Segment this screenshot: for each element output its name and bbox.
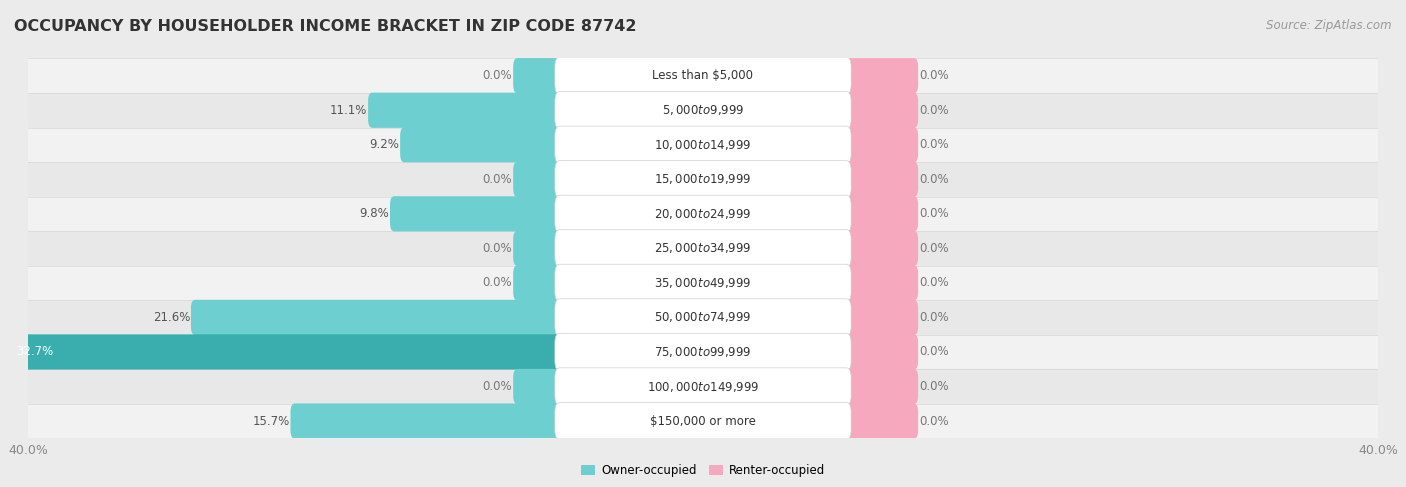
Text: $75,000 to $99,999: $75,000 to $99,999 <box>654 345 752 359</box>
FancyBboxPatch shape <box>513 162 564 197</box>
Text: $20,000 to $24,999: $20,000 to $24,999 <box>654 207 752 221</box>
Text: 0.0%: 0.0% <box>920 69 949 82</box>
Bar <box>28 93 1378 128</box>
Text: 0.0%: 0.0% <box>920 173 949 186</box>
Text: 32.7%: 32.7% <box>17 345 53 358</box>
FancyBboxPatch shape <box>555 402 851 440</box>
Text: 0.0%: 0.0% <box>482 380 512 393</box>
Text: 0.0%: 0.0% <box>920 277 949 289</box>
FancyBboxPatch shape <box>368 93 564 128</box>
Legend: Owner-occupied, Renter-occupied: Owner-occupied, Renter-occupied <box>576 459 830 482</box>
FancyBboxPatch shape <box>555 333 851 371</box>
FancyBboxPatch shape <box>842 93 918 128</box>
FancyBboxPatch shape <box>842 265 918 300</box>
FancyBboxPatch shape <box>555 92 851 129</box>
Text: 0.0%: 0.0% <box>920 104 949 117</box>
FancyBboxPatch shape <box>513 265 564 300</box>
Text: $150,000 or more: $150,000 or more <box>650 414 756 428</box>
FancyBboxPatch shape <box>842 369 918 404</box>
FancyBboxPatch shape <box>842 162 918 197</box>
Bar <box>28 404 1378 438</box>
Text: 0.0%: 0.0% <box>482 69 512 82</box>
FancyBboxPatch shape <box>842 196 918 231</box>
Text: 0.0%: 0.0% <box>920 380 949 393</box>
Bar <box>28 369 1378 404</box>
Text: 0.0%: 0.0% <box>920 242 949 255</box>
Text: $15,000 to $19,999: $15,000 to $19,999 <box>654 172 752 187</box>
Text: 0.0%: 0.0% <box>920 414 949 428</box>
Text: $100,000 to $149,999: $100,000 to $149,999 <box>647 379 759 393</box>
Text: 0.0%: 0.0% <box>482 242 512 255</box>
FancyBboxPatch shape <box>555 299 851 336</box>
Bar <box>28 58 1378 93</box>
FancyBboxPatch shape <box>555 126 851 164</box>
Bar <box>28 162 1378 197</box>
FancyBboxPatch shape <box>842 58 918 94</box>
FancyBboxPatch shape <box>842 127 918 162</box>
Text: $35,000 to $49,999: $35,000 to $49,999 <box>654 276 752 290</box>
FancyBboxPatch shape <box>4 335 564 370</box>
Text: 0.0%: 0.0% <box>920 345 949 358</box>
Text: $10,000 to $14,999: $10,000 to $14,999 <box>654 138 752 152</box>
Text: 0.0%: 0.0% <box>920 311 949 324</box>
Text: Less than $5,000: Less than $5,000 <box>652 69 754 82</box>
FancyBboxPatch shape <box>842 403 918 439</box>
Text: Source: ZipAtlas.com: Source: ZipAtlas.com <box>1267 19 1392 33</box>
Text: 0.0%: 0.0% <box>920 207 949 220</box>
Text: $50,000 to $74,999: $50,000 to $74,999 <box>654 310 752 324</box>
FancyBboxPatch shape <box>842 335 918 370</box>
FancyBboxPatch shape <box>842 231 918 266</box>
Bar <box>28 128 1378 162</box>
Bar <box>28 231 1378 265</box>
Bar <box>28 300 1378 335</box>
Text: 9.2%: 9.2% <box>370 138 399 151</box>
FancyBboxPatch shape <box>401 127 564 162</box>
FancyBboxPatch shape <box>389 196 564 231</box>
Text: 9.8%: 9.8% <box>360 207 389 220</box>
Text: 0.0%: 0.0% <box>920 138 949 151</box>
FancyBboxPatch shape <box>191 300 564 335</box>
FancyBboxPatch shape <box>842 300 918 335</box>
Text: 21.6%: 21.6% <box>153 311 190 324</box>
Text: 15.7%: 15.7% <box>253 414 290 428</box>
Bar <box>28 265 1378 300</box>
FancyBboxPatch shape <box>555 264 851 301</box>
Text: $5,000 to $9,999: $5,000 to $9,999 <box>662 103 744 117</box>
Bar <box>28 197 1378 231</box>
FancyBboxPatch shape <box>555 230 851 267</box>
FancyBboxPatch shape <box>555 195 851 232</box>
FancyBboxPatch shape <box>555 368 851 405</box>
Text: 0.0%: 0.0% <box>482 173 512 186</box>
Text: 11.1%: 11.1% <box>330 104 367 117</box>
Text: 0.0%: 0.0% <box>482 277 512 289</box>
FancyBboxPatch shape <box>291 403 564 439</box>
Text: $25,000 to $34,999: $25,000 to $34,999 <box>654 242 752 255</box>
FancyBboxPatch shape <box>555 161 851 198</box>
FancyBboxPatch shape <box>513 369 564 404</box>
FancyBboxPatch shape <box>513 58 564 94</box>
FancyBboxPatch shape <box>513 231 564 266</box>
Text: OCCUPANCY BY HOUSEHOLDER INCOME BRACKET IN ZIP CODE 87742: OCCUPANCY BY HOUSEHOLDER INCOME BRACKET … <box>14 19 637 35</box>
Bar <box>28 335 1378 369</box>
FancyBboxPatch shape <box>555 57 851 94</box>
